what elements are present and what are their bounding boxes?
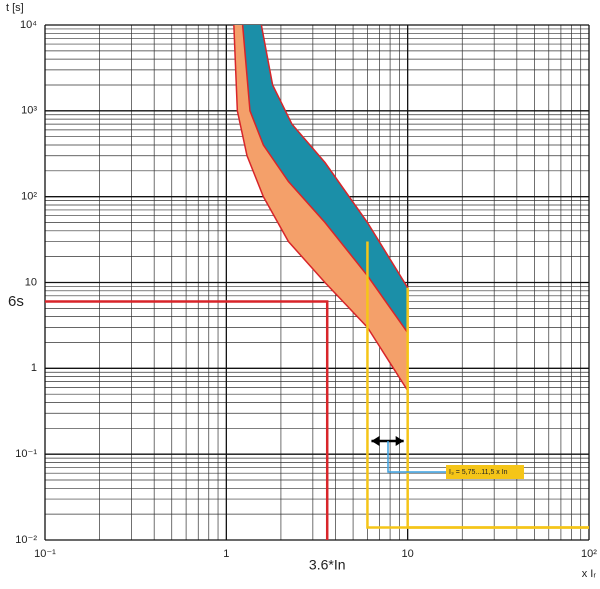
y-axis-label: t [s] [6, 2, 24, 14]
annotation: I₃ = 5,75...11,5 x In [449, 469, 508, 476]
y-tick-label: 10² [21, 191, 37, 203]
curve [233, 24, 409, 392]
x-tick-label: 1 [223, 548, 229, 560]
label-bg [0, 292, 40, 312]
curve [45, 300, 329, 540]
y-tick-label: 10³ [21, 105, 37, 117]
y-tick-label: 10 [25, 276, 37, 288]
y-tick-label: 10⁴ [20, 19, 37, 31]
curve [260, 24, 409, 289]
x-tick-label: 10⁻¹ [34, 548, 56, 560]
x-axis-label: x Iᵣ [582, 568, 597, 580]
arrow-head [395, 436, 404, 446]
curve [406, 287, 589, 529]
y-tick-label: 10⁻² [15, 534, 37, 546]
y-tick-label: 1 [31, 362, 37, 374]
annotation: 3.6*In [309, 557, 346, 573]
band-fill [233, 25, 408, 391]
y-tick-label: 10⁻¹ [15, 448, 37, 460]
label-box [446, 465, 524, 479]
annotation: 6s [8, 293, 24, 310]
leader-line [387, 441, 446, 473]
x-tick-label: 10² [581, 548, 597, 560]
x-tick-label: 10 [402, 548, 414, 560]
arrow-head [371, 436, 380, 446]
